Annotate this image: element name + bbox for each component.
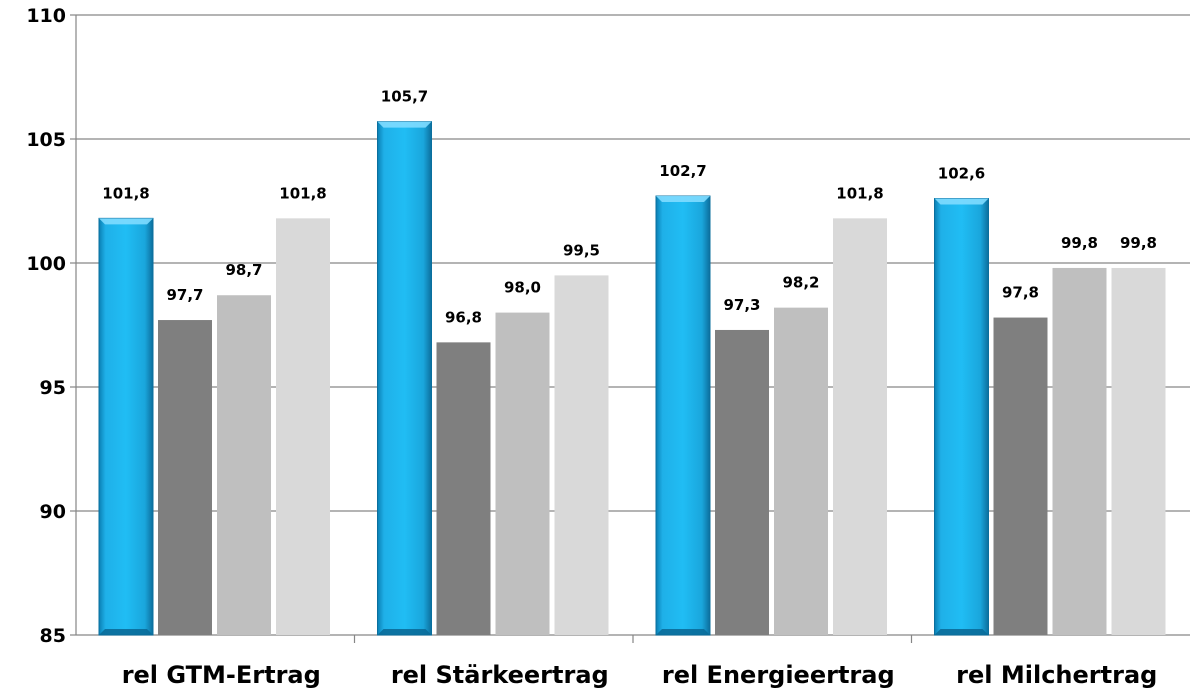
data-label: 102,7	[659, 162, 706, 180]
bar	[217, 295, 271, 635]
bar-bevel-bottom	[377, 629, 432, 635]
x-category-label: rel Milchertrag	[956, 661, 1157, 689]
bar	[158, 320, 212, 635]
x-category-label: rel Stärkeertrag	[391, 661, 609, 689]
y-tick-label: 90	[40, 501, 66, 523]
bar	[276, 218, 330, 636]
bar-bevel-bottom	[934, 629, 989, 635]
y-tick-label: 85	[40, 625, 66, 647]
y-tick-label: 95	[40, 377, 66, 399]
bar	[715, 329, 769, 635]
bar-bevel-top	[377, 121, 432, 128]
y-tick-label: 100	[26, 253, 66, 275]
bar-highlight-series	[377, 121, 432, 636]
data-label: 97,7	[166, 286, 203, 304]
bar	[833, 218, 887, 636]
data-label: 96,8	[445, 308, 482, 326]
data-label: 101,8	[836, 184, 883, 202]
bar-bevel-top	[656, 196, 710, 203]
bar	[993, 317, 1048, 635]
data-label: 98,0	[504, 279, 541, 297]
data-label: 99,8	[1061, 234, 1098, 252]
bar-bevel-bottom	[99, 629, 153, 635]
data-label: 102,6	[938, 165, 985, 183]
bar-bevel-bottom	[656, 629, 710, 635]
data-label: 99,5	[563, 241, 600, 259]
data-label: 101,8	[279, 184, 326, 202]
bar-bevel-top	[99, 218, 153, 225]
data-label: 97,8	[1002, 284, 1039, 302]
bar	[436, 342, 491, 635]
data-label: 105,7	[381, 88, 428, 106]
data-labels: 101,8 97,7 98,7 101,8 105,7 96,8 98,0 99,5 102,7…	[102, 88, 1157, 327]
bar-highlight-series	[934, 198, 989, 636]
data-label: 99,8	[1120, 234, 1157, 252]
bar	[554, 275, 609, 635]
bar	[495, 312, 550, 635]
data-label: 101,8	[102, 184, 149, 202]
x-category-label: rel Energieertrag	[662, 661, 895, 689]
bar-highlight-series	[655, 195, 711, 636]
bars	[98, 121, 1166, 636]
data-label: 98,7	[225, 261, 262, 279]
bar-highlight-series	[98, 217, 154, 636]
bar-bevel-top	[934, 198, 989, 205]
y-tick-label: 105	[26, 129, 66, 151]
x-category-label: rel GTM-Ertrag	[122, 661, 321, 689]
data-label: 97,3	[723, 296, 760, 314]
bar	[1111, 267, 1166, 635]
y-tick-label: 110	[26, 5, 66, 27]
data-label: 98,2	[782, 274, 819, 292]
bar	[1052, 267, 1107, 635]
bar	[774, 307, 828, 635]
